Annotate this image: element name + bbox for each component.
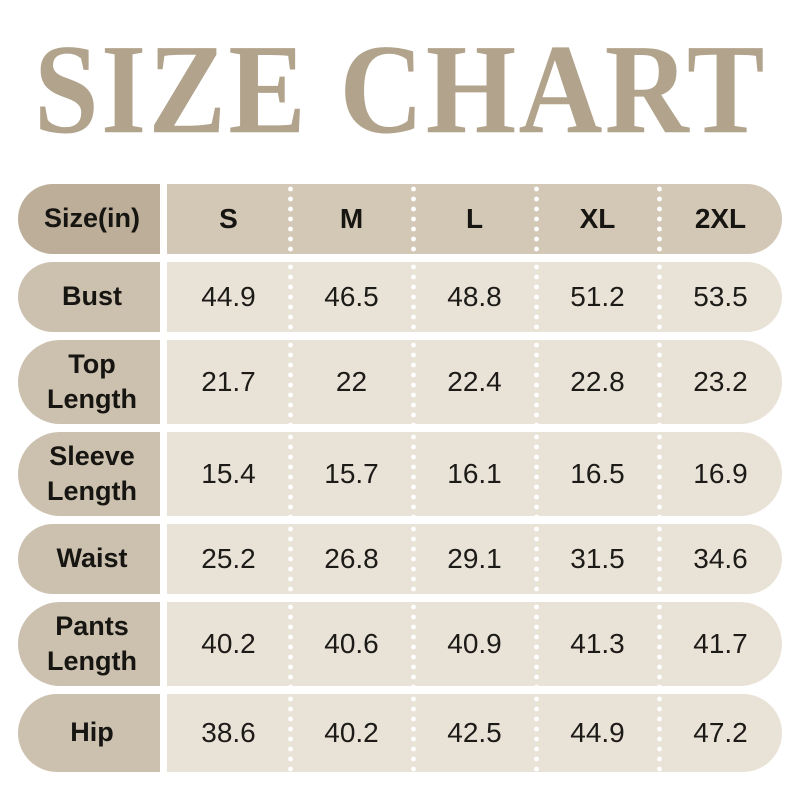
table-row-hip: Hip 38.6 40.2 42.5 44.9 47.2 <box>18 694 782 772</box>
size-value-cell: 16.5 <box>533 432 659 516</box>
size-value-cell: 22.8 <box>533 340 659 424</box>
row-label: Hip <box>18 694 160 772</box>
row-values: 21.7 22 22.4 22.8 23.2 <box>167 340 782 424</box>
size-value-cell: 21.7 <box>201 366 256 397</box>
size-chart-table: Size(in) S M L XL 2XL Bust 44.9 46.5 48.… <box>18 184 782 772</box>
header-cell-s: S <box>219 203 238 234</box>
size-value-cell: 15.7 <box>287 432 413 516</box>
header-cell-2xl: 2XL <box>656 184 782 254</box>
size-value-cell: 31.5 <box>533 524 659 594</box>
row-label: Pants Length <box>18 602 160 686</box>
size-value-cell: 40.6 <box>287 602 413 686</box>
table-row-pants-length: Pants Length 40.2 40.6 40.9 41.3 41.7 <box>18 602 782 686</box>
header-cell-l: L <box>410 184 536 254</box>
table-header-row: Size(in) S M L XL 2XL <box>18 184 782 254</box>
size-value-cell: 53.5 <box>656 262 782 332</box>
table-row-top-length: Top Length 21.7 22 22.4 22.8 23.2 <box>18 340 782 424</box>
size-value-cell: 26.8 <box>287 524 413 594</box>
title-area: SIZE CHART <box>0 0 800 184</box>
table-row-bust: Bust 44.9 46.5 48.8 51.2 53.5 <box>18 262 782 332</box>
size-value-cell: 22 <box>287 340 413 424</box>
size-value-cell: 44.9 <box>533 694 659 772</box>
size-value-cell: 51.2 <box>533 262 659 332</box>
row-label: Sleeve Length <box>18 432 160 516</box>
size-value-cell: 38.6 <box>201 717 256 748</box>
header-strip: S M L XL 2XL <box>167 184 782 254</box>
row-label: Bust <box>18 262 160 332</box>
header-unit-cell: Size(in) <box>18 184 160 254</box>
page-title: SIZE CHART <box>33 18 767 162</box>
row-values: 38.6 40.2 42.5 44.9 47.2 <box>167 694 782 772</box>
header-cell-xl: XL <box>533 184 659 254</box>
size-value-cell: 34.6 <box>656 524 782 594</box>
size-value-cell: 41.3 <box>533 602 659 686</box>
size-value-cell: 44.9 <box>201 281 256 312</box>
size-value-cell: 40.9 <box>410 602 536 686</box>
size-value-cell: 42.5 <box>410 694 536 772</box>
row-values: 40.2 40.6 40.9 41.3 41.7 <box>167 602 782 686</box>
size-value-cell: 40.2 <box>287 694 413 772</box>
size-value-cell: 16.9 <box>656 432 782 516</box>
row-values: 25.2 26.8 29.1 31.5 34.6 <box>167 524 782 594</box>
size-value-cell: 25.2 <box>201 543 256 574</box>
size-value-cell: 29.1 <box>410 524 536 594</box>
row-label: Top Length <box>18 340 160 424</box>
size-value-cell: 41.7 <box>656 602 782 686</box>
size-value-cell: 47.2 <box>656 694 782 772</box>
size-value-cell: 23.2 <box>656 340 782 424</box>
row-values: 15.4 15.7 16.1 16.5 16.9 <box>167 432 782 516</box>
header-cell-m: M <box>287 184 413 254</box>
row-values: 44.9 46.5 48.8 51.2 53.5 <box>167 262 782 332</box>
size-value-cell: 46.5 <box>287 262 413 332</box>
table-row-sleeve-length: Sleeve Length 15.4 15.7 16.1 16.5 16.9 <box>18 432 782 516</box>
table-row-waist: Waist 25.2 26.8 29.1 31.5 34.6 <box>18 524 782 594</box>
size-value-cell: 40.2 <box>201 628 256 659</box>
size-value-cell: 48.8 <box>410 262 536 332</box>
size-value-cell: 22.4 <box>410 340 536 424</box>
unit-label: Size(in) <box>43 203 140 234</box>
row-label: Waist <box>18 524 160 594</box>
size-value-cell: 15.4 <box>201 458 256 489</box>
size-value-cell: 16.1 <box>410 432 536 516</box>
